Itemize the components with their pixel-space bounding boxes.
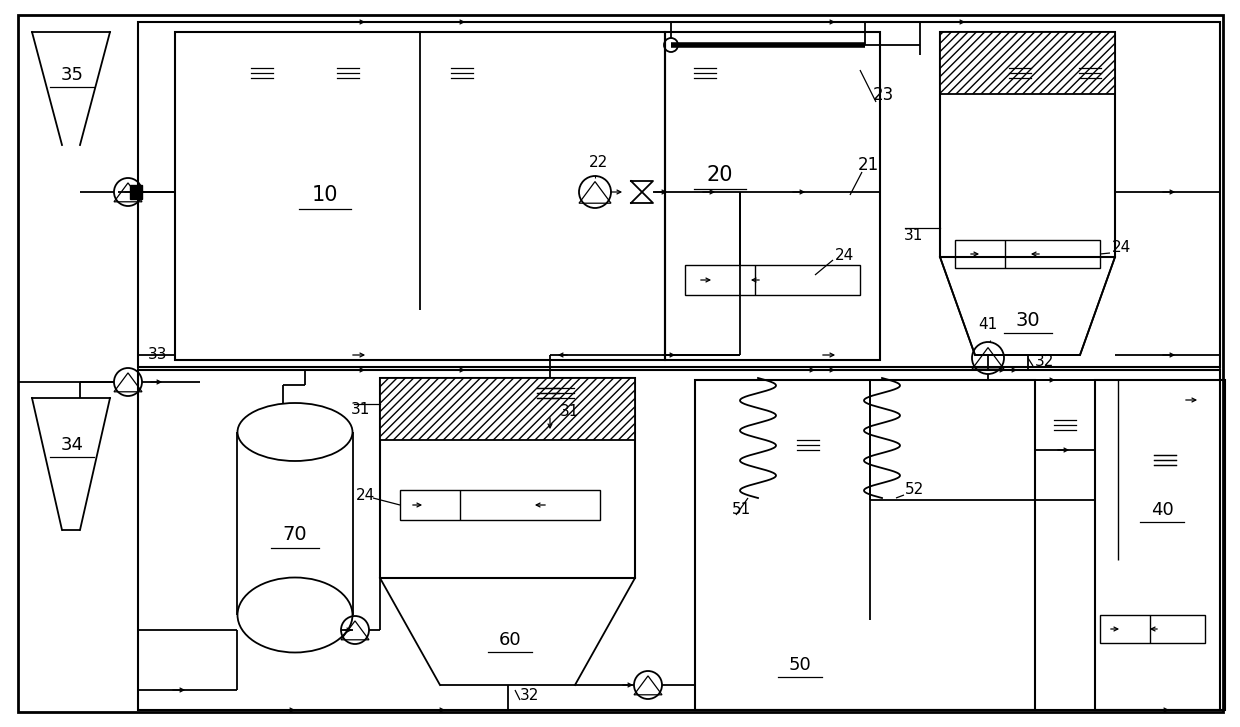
Bar — [379, 378, 635, 440]
Text: 21: 21 — [858, 156, 879, 174]
Bar — [1100, 615, 1205, 643]
Text: 52: 52 — [905, 483, 924, 497]
Text: 31: 31 — [560, 404, 579, 419]
Text: 23: 23 — [873, 86, 894, 104]
Bar — [138, 22, 1220, 367]
Text: 32: 32 — [520, 688, 539, 702]
Bar — [175, 32, 665, 360]
Text: 31: 31 — [904, 228, 923, 243]
Text: 40: 40 — [1151, 501, 1173, 519]
Text: 60: 60 — [498, 631, 521, 649]
Text: 31: 31 — [351, 403, 370, 417]
Bar — [1095, 380, 1225, 710]
Text: 50: 50 — [789, 656, 811, 674]
Bar — [955, 240, 1100, 268]
Text: 24: 24 — [356, 488, 374, 502]
Text: 24: 24 — [835, 247, 854, 262]
Bar — [138, 370, 1220, 710]
Bar — [401, 490, 600, 520]
Text: 24: 24 — [1112, 241, 1131, 255]
Text: 10: 10 — [311, 185, 339, 205]
Text: 32: 32 — [1035, 355, 1054, 369]
Text: 30: 30 — [1016, 310, 1040, 329]
Text: 22: 22 — [588, 155, 608, 170]
Bar — [694, 380, 1035, 710]
Bar — [940, 32, 1115, 94]
Bar — [684, 265, 861, 295]
Text: 35: 35 — [61, 66, 83, 84]
Text: 70: 70 — [283, 526, 308, 545]
Text: 34: 34 — [61, 436, 83, 454]
Text: 20: 20 — [707, 165, 733, 185]
Text: 33: 33 — [148, 347, 167, 362]
Bar — [130, 185, 143, 199]
Bar — [665, 32, 880, 360]
Text: 51: 51 — [732, 502, 751, 518]
Bar — [940, 32, 1115, 257]
Bar — [1035, 380, 1095, 500]
Bar — [379, 378, 635, 578]
Text: 41: 41 — [978, 317, 998, 332]
